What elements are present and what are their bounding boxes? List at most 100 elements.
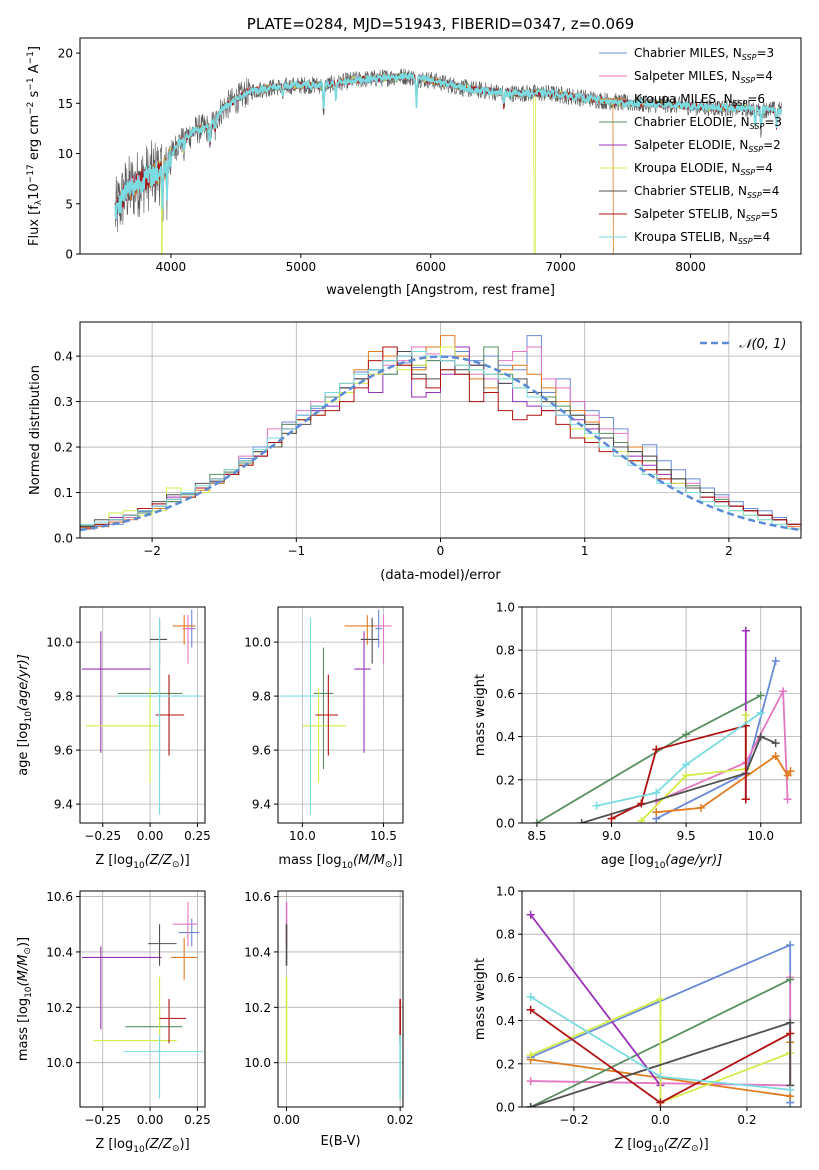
sun-symbol: ⊙ [23,947,33,955]
label-part: Kroupa STELIB, N [634,230,738,244]
y-tick-label: 9.8 [54,690,73,704]
axes-frame [79,321,802,539]
x-tick-label: 1 [581,544,589,558]
weight-marker [741,795,750,804]
sun-symbol: ⊙ [172,860,180,870]
y-tick-label: 0.3 [54,395,73,409]
label-part: SSP [733,99,748,108]
data-point [155,674,185,756]
x-tick-label: 8000 [675,260,706,274]
x-axis-label: age [log10(age/yr)] [601,853,723,871]
x-tick-label: −0.2 [559,1113,588,1127]
weight-marker [656,995,665,1003]
label-part: s [27,90,42,101]
x-tick-label: 0.02 [387,1113,414,1127]
y-tick-label: 0.6 [496,971,515,985]
plot-area [526,910,795,1107]
weight-marker [786,1018,795,1027]
y-tick-label: 15 [58,97,73,111]
plot-area [281,609,392,815]
x-tick-label: 0.25 [184,1113,211,1127]
x-tick-label: 6000 [415,260,446,274]
label-part: λ [34,199,44,205]
weight-marker [526,1103,535,1107]
x-tick-label: 0.0 [651,1113,670,1127]
x-axis-label: Z [log10(Z/Z⊙)] [95,1137,189,1155]
x-axis-label: wavelength [Angstrom, rest frame] [326,283,555,298]
label-part: =2 [763,138,781,152]
weight-marker [526,910,535,919]
y-tick-label: 0.4 [54,350,73,364]
axes-frame [521,890,802,1108]
label-part: mass [log [278,853,341,868]
weight-marker [786,1085,795,1094]
weight-marker [741,626,750,635]
y-tick-label: 0.8 [496,644,515,658]
data-point [85,688,160,783]
weight-marker [577,819,586,823]
axes-frame [277,890,404,1108]
label-part: Chabrier ELODIE, N [634,115,750,129]
legend-entry: Chabrier STELIB, NSSP=4 [634,184,779,200]
weight-line [655,687,789,803]
weight-line [530,997,791,1104]
label-part: 10 [24,711,34,723]
weight-line [596,712,762,807]
y-tick-label: 10.4 [244,945,271,959]
weight-marker [637,816,646,823]
y-tick-label: 9.8 [252,690,271,704]
x-tick-label: 0.00 [273,1113,300,1127]
weight-marker [656,1072,665,1081]
weight-marker [526,1005,535,1014]
label-part: (Z/Z [145,853,173,868]
y-tick-label: 10.6 [46,890,73,904]
weight-marker [779,687,788,696]
y-tick-label: 1.0 [496,601,515,615]
legend-entry: Salpeter STELIB, NSSP=5 [634,207,778,223]
label-part: )] [699,1137,709,1152]
panel-mass_vs_ebv: 0.00 0.02 10.0 10.2 10.4 10.6 E(B-V) [244,890,413,1149]
label-part: =3 [756,46,774,60]
x-tick-label: −1 [287,544,305,558]
plot-area [532,626,795,823]
label-part: SSP [741,168,756,177]
y-tick-label: 0.2 [496,773,515,787]
label-part: ] [27,46,42,51]
data-point [302,688,347,783]
label-part: =5 [760,207,778,221]
label-part: Kroupa MILES, N [634,92,733,106]
y-tick-label: 10.2 [244,1001,271,1015]
weight-marker [656,1098,665,1107]
label-part: SSP [750,122,765,131]
y-tick-label: 9.4 [252,798,271,812]
data-point [93,976,177,1063]
label-part: erg cm [27,115,42,164]
x-tick-label: 0.00 [137,829,164,843]
weight-marker [786,941,795,949]
y-tick-label: 9.4 [54,798,73,812]
x-tick-label: 10.0 [747,829,774,843]
y-tick-label: 0.0 [496,817,515,831]
y-tick-label: 0.0 [54,532,73,546]
label-part: (Z/Z [145,1137,173,1152]
label-part: 10 [342,861,354,871]
weight-marker [771,752,780,761]
label-part: =4 [755,161,773,175]
weight-series [592,708,765,810]
label-part: 10 [133,861,145,871]
data-point [81,946,162,1030]
weight-series [607,721,750,823]
weight-marker [756,732,765,741]
data-point [81,631,151,753]
weight-marker [756,691,765,700]
label-part: Chabrier MILES, N [634,46,742,60]
weight-marker [607,814,616,823]
data-point [148,924,177,966]
data-point [123,1035,204,1099]
y-tick-label: 0 [65,248,73,262]
y-axis-label: Flux [fλ10−17 erg cm−2 s−1 A−1] [26,46,44,246]
weight-line [536,694,762,823]
weight-line [581,735,776,823]
x-tick-label: 0.25 [184,829,211,843]
label-part: SSP [741,76,756,85]
